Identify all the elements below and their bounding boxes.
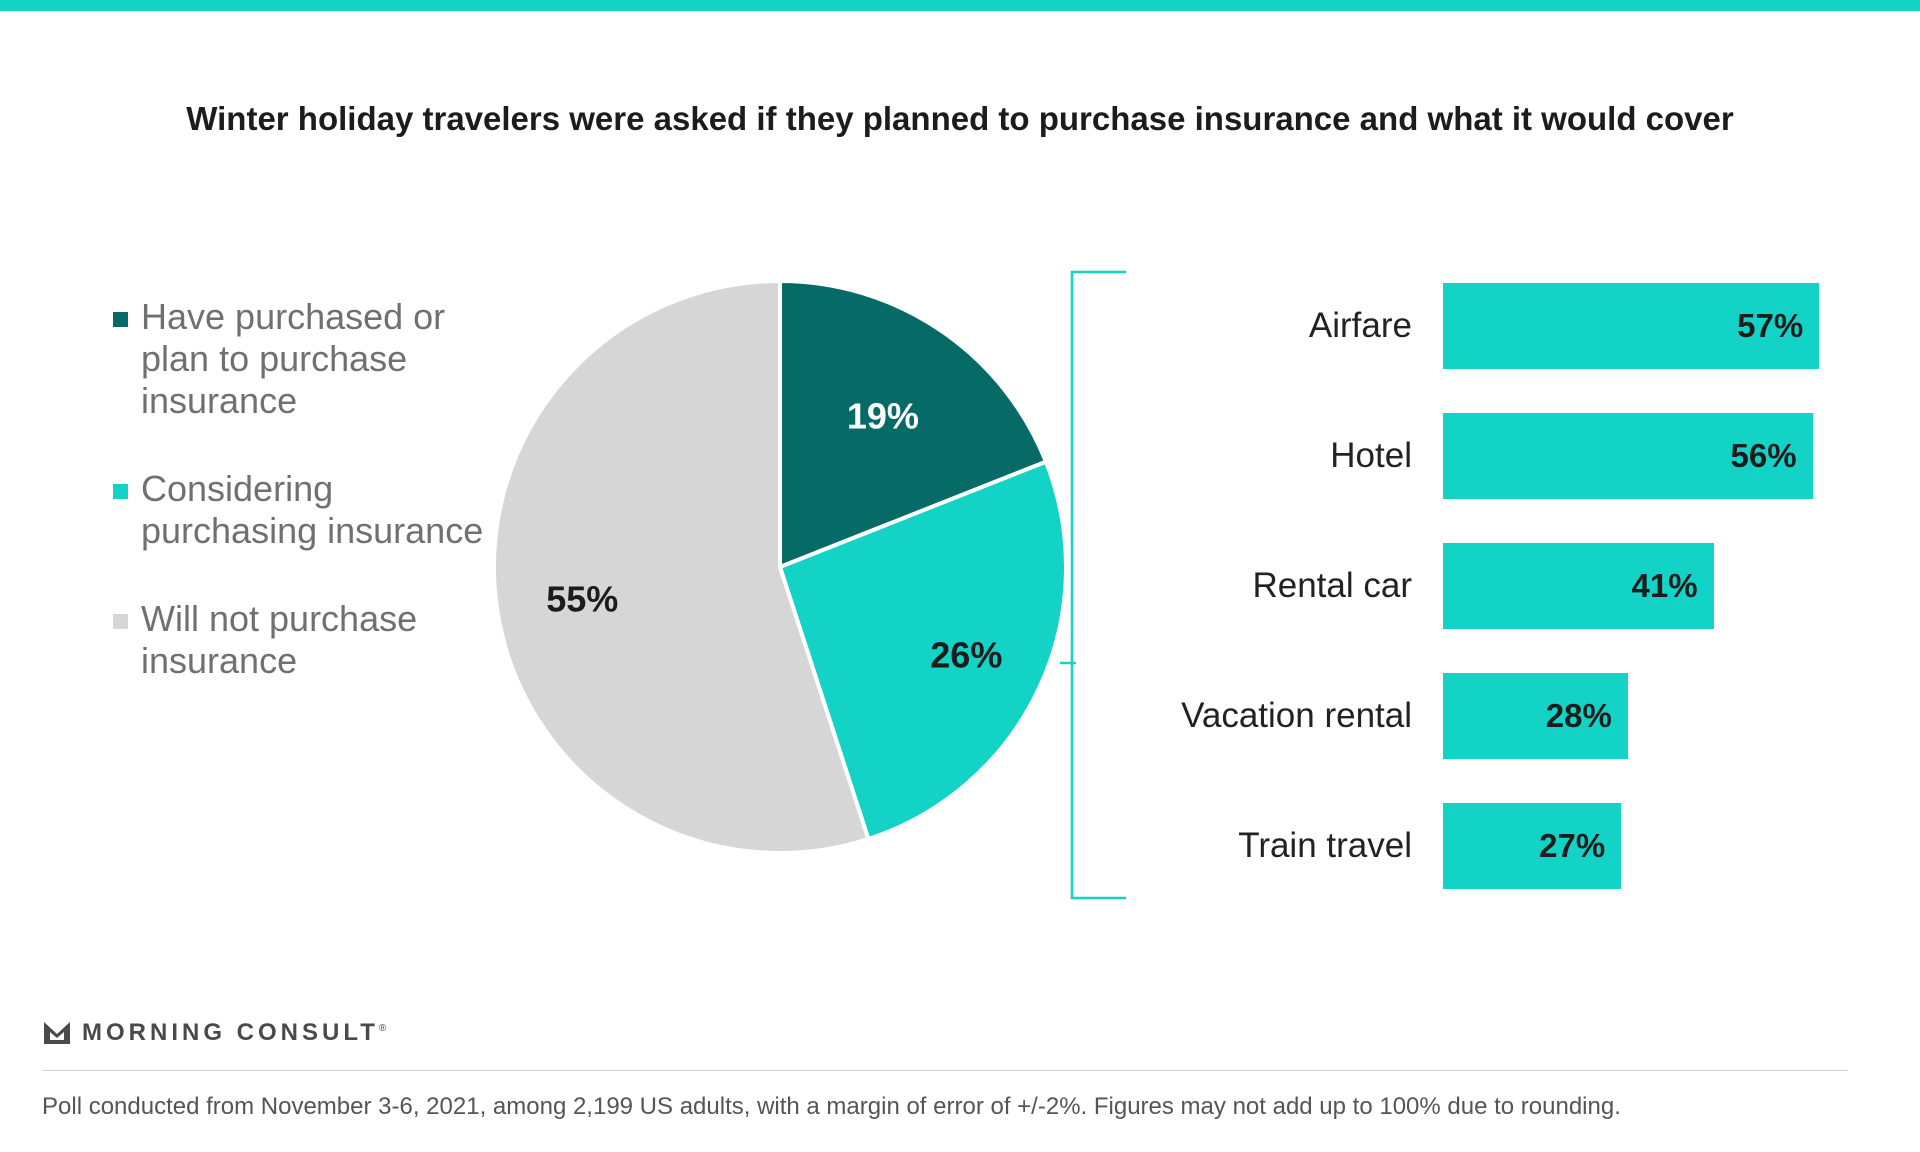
pie-slice-label: 19% [847,396,919,437]
legend-swatch [113,614,128,629]
bracket-line [1060,270,1126,900]
chart-title: Winter holiday travelers were asked if t… [186,100,1734,137]
legend-label: Considering purchasing insurance [141,468,484,551]
pie-slice [778,278,1049,570]
pie-legend: Have purchased or plan to purchase insur… [113,296,493,728]
pie-slice-label: 55% [546,578,618,619]
bar: 41% [1443,543,1714,629]
bar-value-label: 28% [1545,697,1612,734]
legend-item-considering: Considering purchasing insurance [113,468,493,552]
legend-item-purchased: Have purchased or plan to purchase insur… [113,296,493,422]
legend-swatch [113,484,128,499]
bar-value-label: 27% [1539,827,1606,864]
coverage-bar-chart: Airfare 57% Hotel 56% Rental car 41% Vacation … [1100,283,1900,923]
morning-consult-logo-icon [44,1022,70,1044]
bar-value-label: 56% [1730,437,1797,474]
bar-category-label: Vacation rental [1181,696,1412,735]
bar-value-label: 41% [1631,567,1698,604]
bar: 57% [1443,283,1820,369]
bar-value-label: 57% [1737,307,1804,344]
pie-slice-label: 26% [930,635,1002,676]
bar-row: Train travel 27% [1100,803,1900,889]
legend-swatch [113,312,128,327]
bracket-connector [1060,270,1126,900]
footnote: Poll conducted from November 3-6, 2021, … [42,1093,1621,1120]
bar: 28% [1443,673,1628,759]
bar-category-label: Train travel [1238,826,1412,865]
bar: 27% [1443,803,1622,889]
bar-category-label: Hotel [1330,436,1412,475]
footer-divider [42,1070,1848,1071]
top-accent-bar [0,0,1920,11]
bar-category-label: Rental car [1252,566,1412,605]
logo-text: MORNING CONSULT® [82,1019,387,1046]
legend-item-will-not: Will not purchase insurance [113,598,493,682]
legend-label: Will not purchase insurance [141,598,418,681]
bar-row: Airfare 57% [1100,283,1900,369]
bar-row: Vacation rental 28% [1100,673,1900,759]
bar-row: Hotel 56% [1100,413,1900,499]
bar-category-label: Airfare [1308,306,1412,345]
legend-label: Have purchased or plan to purchase insur… [141,296,446,421]
bar: 56% [1443,413,1813,499]
bar-row: Rental car 41% [1100,543,1900,629]
pie-slice [777,459,1068,842]
logo-registered-mark: ® [378,1023,387,1034]
pie-chart: 19% 26% 55% [492,278,1068,855]
pie-slice [492,278,871,855]
